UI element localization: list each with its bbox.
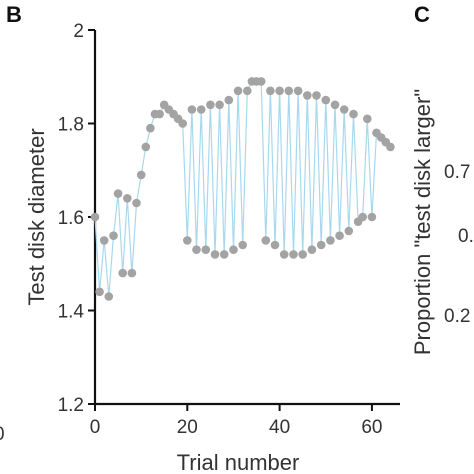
data-point xyxy=(155,109,164,119)
data-point xyxy=(243,86,252,96)
data-point xyxy=(201,245,211,254)
data-point xyxy=(196,105,206,114)
data-point xyxy=(344,226,354,236)
data-point xyxy=(215,100,224,110)
data-point xyxy=(256,77,266,86)
data-point xyxy=(127,268,137,278)
data-point xyxy=(192,245,201,254)
data-point xyxy=(146,123,155,133)
panel-letter-c: C xyxy=(414,2,430,27)
data-point xyxy=(312,91,321,100)
x-axis-label: Trial number xyxy=(177,450,300,474)
left-edge-tick-label: 0 xyxy=(0,424,5,445)
data-point xyxy=(316,240,326,250)
y-tick-label: 1.4 xyxy=(58,302,85,323)
data-point xyxy=(99,236,109,245)
series-test-disk xyxy=(90,77,395,301)
data-point xyxy=(219,250,229,259)
data-point xyxy=(90,212,100,222)
y-tick-label: 2 xyxy=(73,21,84,42)
right-tick-label-2: 0. xyxy=(458,226,474,247)
panel-letter-b: B xyxy=(6,2,22,27)
data-point xyxy=(284,86,294,96)
data-point xyxy=(95,287,104,297)
data-point xyxy=(183,236,192,245)
x-ticks: 0 20 40 60 xyxy=(90,404,382,438)
data-point xyxy=(261,236,271,245)
data-point xyxy=(326,236,335,245)
x-tick-label: 20 xyxy=(177,417,198,438)
data-point xyxy=(321,95,331,105)
data-point xyxy=(339,105,349,114)
data-point xyxy=(118,268,127,278)
x-tick-label: 60 xyxy=(361,417,382,438)
data-point xyxy=(210,250,220,259)
data-point xyxy=(123,194,132,203)
y-axis-label: Test disk diameter xyxy=(24,128,49,305)
data-point xyxy=(136,170,146,180)
data-point xyxy=(104,292,114,301)
right-y-axis-label: Proportion "test disk larger" xyxy=(410,89,435,355)
y-tick-label: 1.2 xyxy=(58,395,84,416)
data-point xyxy=(293,86,303,96)
data-point xyxy=(141,142,151,152)
right-tick-label-3: 0.2 xyxy=(444,306,470,327)
data-point xyxy=(303,91,312,100)
data-point xyxy=(307,245,317,254)
data-point xyxy=(335,231,344,240)
data-point xyxy=(330,100,340,110)
data-point xyxy=(358,212,368,222)
data-point xyxy=(187,105,197,114)
data-point xyxy=(275,86,284,96)
data-point xyxy=(298,250,308,259)
main-chart: Test disk diameter Trial number 1.21.41.… xyxy=(24,21,400,474)
data-point xyxy=(386,142,395,152)
right-tick-label-1: 0.7 xyxy=(444,162,470,183)
data-point xyxy=(132,198,141,208)
data-point xyxy=(238,240,247,250)
data-point xyxy=(233,86,243,96)
data-point xyxy=(229,245,238,254)
y-ticks: 1.2 1.4 1.6 1.8 2 xyxy=(58,21,95,416)
series-trace-line xyxy=(94,80,391,297)
y-tick-label: 1.8 xyxy=(58,115,84,136)
data-point xyxy=(279,250,289,259)
y-tick-label: 1.6 xyxy=(58,208,84,229)
data-point xyxy=(113,189,123,198)
data-point xyxy=(206,100,215,110)
data-point xyxy=(367,212,377,222)
data-point xyxy=(270,240,280,250)
data-point xyxy=(289,250,298,259)
data-point xyxy=(363,114,372,124)
data-point xyxy=(109,231,118,240)
data-point xyxy=(266,86,275,96)
right-panel-c: Proportion "test disk larger" 0.7 0. 0.2 xyxy=(410,89,474,355)
data-point xyxy=(224,95,234,105)
x-tick-label: 0 xyxy=(90,417,101,438)
x-tick-label: 40 xyxy=(269,417,290,438)
data-point xyxy=(349,109,358,119)
data-point xyxy=(178,119,187,128)
